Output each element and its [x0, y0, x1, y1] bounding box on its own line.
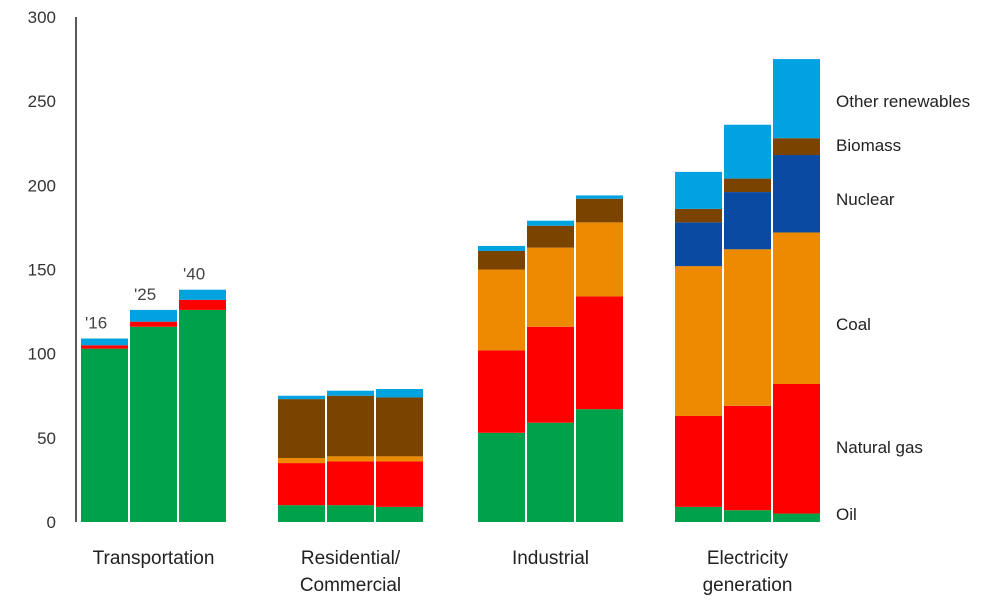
bar-segment-natural-gas: [576, 296, 623, 410]
bar-segment-oil: [675, 506, 722, 522]
bar-segment-oil: [327, 505, 374, 522]
y-tick-label: 100: [28, 345, 56, 364]
bar-segment-oil: [130, 326, 177, 522]
category-label: Transportation: [93, 548, 215, 569]
y-tick-label: 0: [47, 513, 56, 532]
bar-segment-other-renewables: [527, 220, 574, 226]
bar-segment-other-renewables: [278, 395, 325, 400]
y-tick-label: 250: [28, 92, 56, 111]
year-label: '16: [85, 314, 107, 333]
bar-segment-coal: [278, 458, 325, 464]
bar-segment-coal: [675, 266, 722, 416]
legend-label-nuclear: Nuclear: [836, 190, 895, 209]
bar-segment-oil: [576, 409, 623, 522]
bar-segment-oil: [527, 422, 574, 522]
bar-segment-other-renewables: [376, 389, 423, 398]
bar-segment-coal: [773, 232, 820, 384]
legend-label-biomass: Biomass: [836, 136, 901, 155]
bar-segment-oil: [278, 505, 325, 522]
bar-segment-coal: [527, 247, 574, 327]
bar-segment-natural-gas: [130, 321, 177, 327]
bar-segment-biomass: [773, 138, 820, 156]
year-label: '25: [134, 285, 156, 304]
bar-segment-coal: [376, 456, 423, 462]
legend-label-oil: Oil: [836, 505, 857, 524]
bar-segment-oil: [773, 513, 820, 522]
bar-segment-natural-gas: [376, 461, 423, 507]
bar-segment-biomass: [724, 178, 771, 193]
bar-segment-natural-gas: [278, 463, 325, 506]
bar-segment-natural-gas: [675, 415, 722, 507]
legend-label-natural-gas: Natural gas: [836, 438, 923, 457]
year-labels: '16 '25 '40: [85, 265, 205, 333]
bar-segment-natural-gas: [179, 299, 226, 310]
category-label: generation: [703, 575, 793, 596]
y-tick-label: 50: [37, 429, 56, 448]
category-label: Industrial: [512, 548, 589, 569]
bar-segment-biomass: [675, 208, 722, 223]
bar-segment-coal: [327, 456, 374, 462]
bar-segment-other-renewables: [327, 390, 374, 396]
y-tick-label: 300: [28, 8, 56, 27]
bar-segment-natural-gas: [724, 405, 771, 511]
bar-segment-biomass: [376, 397, 423, 457]
legend-label-coal: Coal: [836, 315, 871, 334]
year-label: '40: [183, 265, 205, 284]
legend-label-other-renewables: Other renewables: [836, 92, 970, 111]
bar-segment-coal: [724, 249, 771, 406]
bar-segment-other-renewables: [773, 59, 820, 139]
bar-segment-other-renewables: [576, 195, 623, 199]
bar-segment-oil: [179, 309, 226, 522]
bar-segment-biomass: [576, 198, 623, 223]
bar-segment-other-renewables: [724, 124, 771, 179]
bar-segment-oil: [478, 432, 525, 522]
bar-segment-coal: [478, 269, 525, 351]
bar-segment-other-renewables: [478, 245, 525, 251]
bar-segment-other-renewables: [675, 171, 722, 209]
bars: [81, 59, 820, 522]
category-labels: Transportation Residential/Commercial Indu…: [93, 548, 793, 596]
legend: Oil Natural gas Coal Nuclear Biomass Other re…: [836, 92, 970, 524]
category-label: Electricity: [707, 548, 789, 569]
bar-segment-oil: [81, 348, 128, 522]
bar-segment-nuclear: [724, 192, 771, 250]
bar-segment-natural-gas: [773, 383, 820, 514]
bar-segment-nuclear: [675, 222, 722, 267]
bar-segment-natural-gas: [527, 326, 574, 423]
bar-segment-other-renewables: [130, 309, 177, 322]
bar-segment-natural-gas: [81, 345, 128, 349]
y-tick-label: 150: [28, 261, 56, 280]
bar-segment-biomass: [278, 399, 325, 459]
y-tick-label: 200: [28, 176, 56, 195]
bar-segment-biomass: [327, 395, 374, 457]
bar-segment-oil: [376, 506, 423, 522]
bar-segment-other-renewables: [81, 338, 128, 346]
bar-segment-coal: [576, 222, 623, 297]
bar-segment-biomass: [527, 225, 574, 248]
bar-segment-nuclear: [773, 155, 820, 233]
bar-segment-biomass: [478, 250, 525, 270]
bar-segment-natural-gas: [327, 461, 374, 506]
category-label: Residential/: [301, 548, 401, 569]
category-label: Commercial: [300, 575, 401, 596]
bar-segment-oil: [724, 510, 771, 522]
bar-segment-other-renewables: [179, 289, 226, 300]
y-axis: 0 50 100 150 200 250 300: [28, 8, 77, 532]
bar-segment-natural-gas: [478, 350, 525, 433]
